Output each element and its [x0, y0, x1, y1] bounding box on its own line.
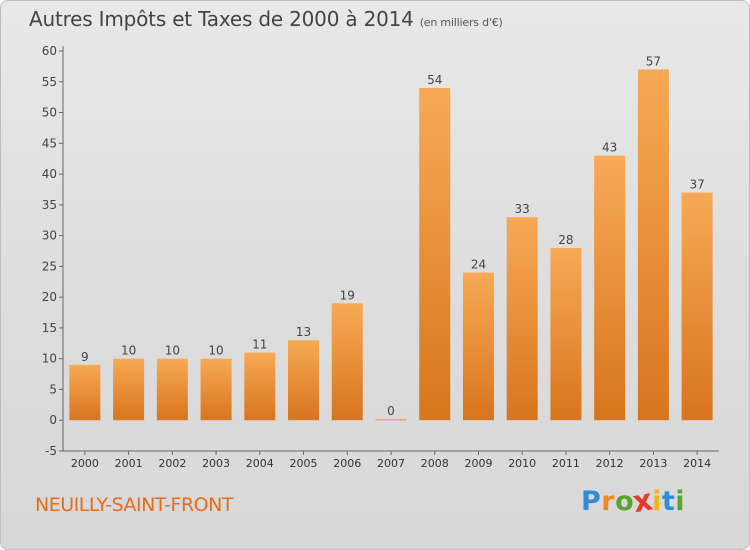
data-label: 10 [208, 344, 223, 358]
logo-letter: i [652, 486, 662, 517]
bar [506, 217, 538, 421]
x-tick-label: 2012 [596, 457, 624, 470]
proxiti-logo: Proxiti [581, 483, 686, 520]
bar [69, 364, 101, 421]
data-label: 13 [296, 325, 311, 339]
bar [637, 69, 669, 421]
x-tick-label: 2006 [333, 457, 361, 470]
y-tick-label: 60 [42, 44, 57, 58]
commune-name: NEUILLY-SAINT-FRONT [35, 494, 233, 516]
bar [681, 192, 713, 421]
logo-letter: i [675, 486, 686, 517]
x-tick-label: 2011 [552, 457, 580, 470]
data-label: 19 [340, 288, 355, 302]
data-label: 9 [81, 350, 89, 364]
bar [594, 155, 626, 421]
bar [419, 87, 451, 421]
bar [375, 419, 407, 421]
logo-letter: r [601, 486, 616, 517]
bar [331, 303, 363, 421]
data-label: 28 [558, 233, 573, 247]
y-tick-label: 20 [42, 290, 57, 304]
y-tick-label: 45 [42, 136, 57, 150]
x-tick-label: 2004 [246, 457, 274, 470]
bar [288, 340, 320, 421]
y-tick-label: -5 [45, 444, 57, 458]
data-label: 10 [165, 344, 180, 358]
bar [200, 358, 232, 421]
data-label: 10 [121, 344, 136, 358]
x-tick-label: 2003 [202, 457, 230, 470]
bar [550, 247, 582, 421]
x-tick-label: 2001 [115, 457, 143, 470]
x-tick-label: 2000 [71, 457, 99, 470]
y-tick-label: 0 [49, 413, 57, 427]
data-label: 33 [515, 202, 530, 216]
y-tick-label: 15 [42, 321, 57, 335]
x-tick-label: 2007 [377, 457, 405, 470]
bar [113, 358, 145, 421]
data-label: 0 [387, 404, 395, 418]
y-tick-label: 5 [49, 382, 57, 396]
bar [462, 272, 494, 421]
data-label: 11 [252, 338, 267, 352]
x-tick-label: 2014 [683, 457, 711, 470]
bar [244, 352, 276, 421]
chart-title: Autres Impôts et Taxes de 2000 à 2014 (en… [29, 7, 503, 31]
x-tick-label: 2010 [508, 457, 536, 470]
logo-letter: o [615, 486, 635, 517]
x-tick-label: 2005 [290, 457, 318, 470]
x-tick-label: 2008 [421, 457, 449, 470]
bar [156, 358, 188, 421]
data-label: 37 [689, 178, 704, 192]
data-label: 57 [646, 54, 661, 68]
logo-letter: t [661, 486, 676, 517]
x-tick-label: 2013 [639, 457, 667, 470]
y-tick-label: 30 [42, 229, 57, 243]
chart-title-text: Autres Impôts et Taxes de 2000 à 2014 [29, 7, 414, 31]
y-tick-label: 40 [42, 167, 57, 181]
logo-letter: P [581, 486, 602, 517]
y-tick-label: 35 [42, 198, 57, 212]
x-tick-label: 2002 [158, 457, 186, 470]
y-tick-label: 55 [42, 75, 57, 89]
data-label: 54 [427, 73, 442, 87]
data-label: 43 [602, 141, 617, 155]
y-tick-label: 25 [42, 259, 57, 273]
x-tick-label: 2009 [464, 457, 492, 470]
chart-unit: (en milliers d'€) [419, 16, 503, 29]
y-tick-label: 50 [42, 106, 57, 120]
data-label: 24 [471, 258, 486, 272]
y-tick-label: 10 [42, 352, 57, 366]
